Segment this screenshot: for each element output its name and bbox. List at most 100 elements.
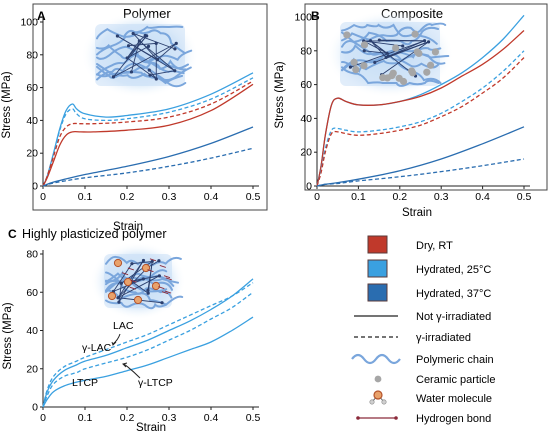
series-hydrated-37-dashed: [42, 147, 254, 187]
y-tick-label: 0: [306, 181, 312, 193]
y-tick-label: 60: [26, 82, 38, 94]
network-node: [426, 40, 431, 44]
legend-label: Water molecule: [416, 393, 492, 405]
polymer-chain: [96, 67, 184, 85]
x-tick-label: 0: [40, 412, 46, 424]
network-node: [348, 65, 352, 69]
y-tick-label: 100: [294, 12, 312, 24]
series-hydrated-25-solid: [42, 316, 254, 408]
y-tick-label: 60: [300, 79, 312, 91]
hydrogen-bond: [130, 279, 137, 283]
legend-hydrogen-bond: Hydrogen bond: [356, 413, 491, 425]
legend-label: Hydrogen bond: [416, 413, 491, 425]
polymer-chain: [341, 43, 442, 62]
network-node: [119, 281, 123, 285]
series-dry-rt-solid: [316, 30, 525, 187]
network-node: [422, 39, 427, 43]
network-node: [129, 70, 134, 74]
ceramic-particle: [431, 48, 440, 56]
network-node: [384, 55, 388, 60]
network-node: [385, 51, 389, 55]
x-tick-label: 0.4: [204, 191, 219, 203]
y-tick-label: 80: [26, 249, 38, 261]
network-node: [137, 39, 141, 43]
legend-label: γ-irradiated: [416, 332, 471, 344]
series-hydrated-37-dashed: [316, 158, 525, 187]
polymer-chain: [341, 22, 447, 38]
panel-c-ylabel: Stress (MPa): [2, 302, 14, 369]
ceramic-particle: [395, 74, 403, 82]
network-node: [141, 258, 146, 263]
network-node: [160, 301, 164, 305]
x-tick-label: 0.2: [120, 191, 135, 203]
panel-c: C Highly plasticized polymer 0 0.1 0.2 0.3 0…: [2, 227, 260, 434]
panel-b-letter: B: [311, 9, 320, 23]
legend-chain: [351, 353, 401, 365]
x-tick-label: 0.2: [120, 412, 135, 424]
network-link: [381, 41, 429, 76]
ceramic-particle: [392, 44, 400, 52]
network-node: [146, 291, 150, 295]
x-tick-label: 0.4: [204, 412, 219, 424]
legend-water-hydrogen: [381, 399, 387, 405]
network-link: [132, 33, 176, 50]
panel-c-title: Highly plasticized polymer: [22, 227, 167, 241]
network-node: [157, 274, 161, 278]
legend-bond-end: [356, 416, 360, 420]
water-molecule: [123, 277, 133, 287]
panel-c-xlabel: Strain: [136, 422, 166, 434]
y-tick-label: 0: [32, 402, 38, 414]
hydrogen-bond: [127, 267, 134, 271]
hydrogen-bond: [121, 272, 129, 276]
hydrogen-bond: [158, 286, 165, 290]
panel-b-plot: 0 0.1 0.2 0.3 0.4 0.5 0 20 40 60 80 100: [294, 12, 531, 204]
network-node: [115, 34, 120, 38]
hydrogen-bond: [147, 269, 154, 273]
legend: Dry, RT Hydrated, 25°C Hydrated, 37°C Not γ…: [351, 235, 495, 425]
network-link: [364, 50, 388, 54]
panel-a-xlabel: Strain: [113, 221, 143, 233]
network-node: [373, 60, 377, 65]
legend-irradiated: γ-irradiated: [354, 332, 471, 344]
series-hydrated-37-solid: [316, 126, 525, 187]
network-node: [401, 44, 405, 48]
network-link: [126, 40, 140, 59]
panel-a-ylabel: Stress (MPa): [1, 71, 13, 138]
panel-b-frame: [304, 3, 548, 191]
network-node: [173, 69, 177, 73]
network-link: [388, 40, 425, 57]
network-node: [125, 56, 129, 60]
legend-water-molecule: Water molecule: [369, 390, 492, 405]
series-hydrated-25-dashed: [316, 50, 525, 187]
network-node: [362, 49, 366, 53]
network-node: [173, 47, 177, 51]
network-link: [147, 260, 160, 268]
y-tick-label: 60: [26, 287, 38, 299]
hydrogen-bond: [165, 277, 172, 281]
hydrogen-bond: [159, 265, 166, 268]
panel-b-ylabel: Stress (MPa): [274, 61, 286, 128]
network-link: [128, 42, 157, 47]
legend-hydrated-25-c: Hydrated, 25°C: [367, 259, 491, 278]
polymer-chain: [341, 54, 440, 73]
legend-swatch: [367, 283, 388, 302]
series-hydrated-25-dashed: [42, 282, 254, 408]
network-node: [131, 31, 135, 36]
legend-bond-end: [394, 416, 398, 420]
y-tick-label: 20: [26, 148, 38, 160]
water-molecule: [141, 263, 151, 273]
network-link: [379, 39, 425, 42]
polymer-chain: [105, 255, 182, 267]
y-tick-label: 40: [26, 115, 38, 127]
series-dry-rt-solid: [42, 83, 254, 187]
legend-label: Dry, RT: [416, 240, 453, 252]
network-link: [113, 42, 177, 78]
network-node: [143, 33, 147, 38]
ceramic-particle: [360, 41, 369, 49]
y-tick-label: 0: [32, 181, 38, 193]
hydrogen-bond: [161, 291, 169, 295]
ceramic-particle: [343, 31, 351, 39]
legend-label: Hydrated, 37°C: [416, 288, 491, 300]
